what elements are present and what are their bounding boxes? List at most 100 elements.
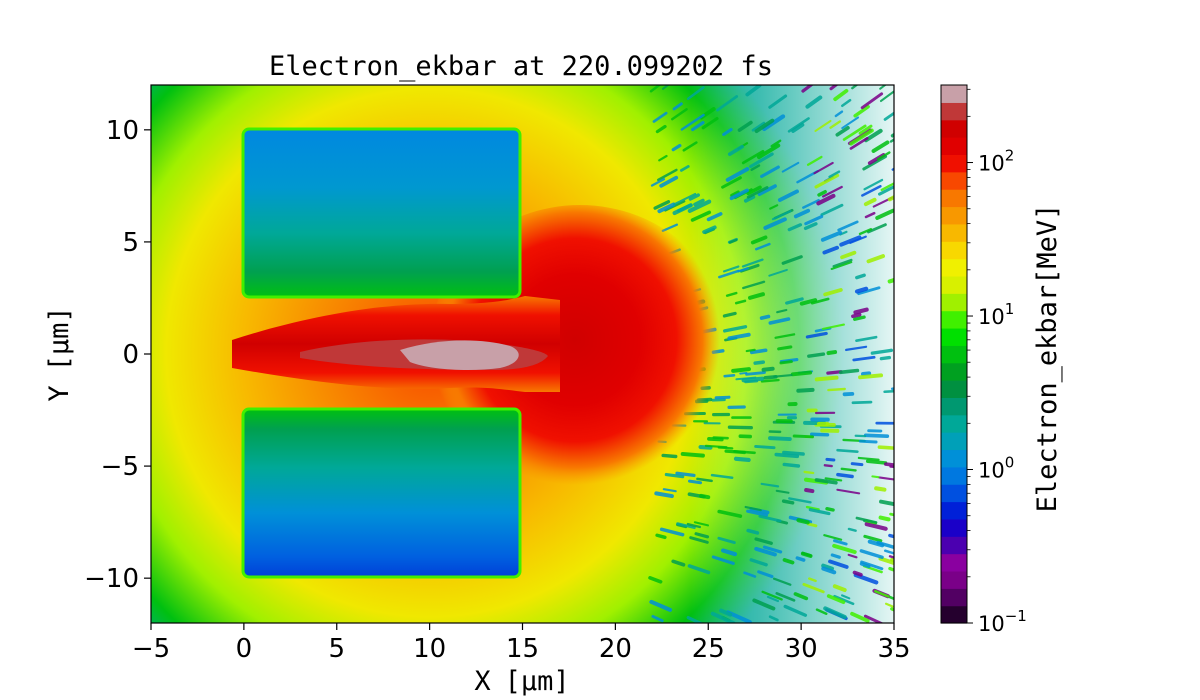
y-tick-label: 0 (122, 340, 139, 370)
streak (830, 261, 853, 271)
streak (753, 360, 766, 365)
streak (850, 462, 864, 467)
colorbar-level (941, 605, 967, 624)
streak (717, 509, 743, 518)
streak (790, 370, 813, 377)
upper-target-region (241, 127, 522, 299)
streak (840, 250, 857, 260)
colorbar-level (941, 102, 967, 121)
streak (793, 208, 811, 219)
streak (763, 217, 787, 230)
colorbar-level (941, 154, 967, 173)
streak (893, 340, 894, 343)
streak (883, 389, 894, 394)
streak (853, 307, 869, 315)
streak (735, 376, 757, 381)
streak (746, 528, 760, 535)
streak (737, 120, 753, 132)
streak (825, 457, 836, 462)
streak (661, 85, 670, 90)
streak (817, 189, 827, 197)
channel-hotspot (400, 340, 519, 370)
streak (686, 522, 702, 529)
x-tick-label: 30 (785, 634, 818, 664)
streak (693, 521, 710, 527)
streak (649, 85, 662, 93)
streak (837, 220, 859, 232)
streak (768, 317, 791, 325)
streak (707, 437, 724, 442)
streak (799, 298, 818, 306)
streak (851, 312, 862, 319)
streak (842, 124, 867, 141)
colorbar-tick-label: 101 (978, 300, 1014, 329)
streak (826, 594, 846, 605)
streak (779, 360, 793, 365)
streak (712, 436, 729, 440)
streak (860, 560, 884, 571)
streak (768, 268, 788, 277)
y-axis-label-name: Y (44, 385, 75, 401)
streak (742, 280, 766, 290)
streak (852, 315, 866, 321)
lower-target-region (241, 407, 522, 579)
streak (815, 608, 828, 615)
streak (650, 178, 666, 187)
streak (862, 155, 888, 171)
x-tick-label: 10 (413, 634, 446, 664)
streak (737, 267, 749, 273)
streak (719, 608, 733, 617)
colorbar-level (941, 137, 967, 156)
colorbar-tick-exponent: 0 (1005, 454, 1015, 472)
streak (853, 104, 870, 118)
streak (750, 235, 768, 245)
streak (810, 432, 830, 437)
x-tick-label: 0 (236, 634, 253, 664)
streak (808, 508, 831, 516)
streak (711, 555, 735, 565)
streak (832, 258, 853, 268)
colorbar-level (941, 223, 967, 242)
streak (733, 456, 751, 463)
streak (731, 367, 751, 373)
streak (845, 345, 868, 352)
streak (887, 195, 894, 202)
streak (680, 451, 705, 458)
streak (748, 292, 765, 300)
streak (675, 471, 696, 478)
streak (879, 355, 892, 361)
x-tick-label: 5 (328, 634, 345, 664)
streak (853, 572, 879, 585)
streak (762, 114, 786, 132)
streak (706, 212, 723, 222)
streak (813, 161, 834, 175)
streak (696, 477, 713, 483)
streak (888, 555, 894, 559)
streak (836, 448, 859, 453)
streak (814, 119, 832, 132)
streak (830, 553, 841, 559)
colorbar-level (941, 258, 967, 277)
streak (884, 602, 894, 608)
streak (648, 576, 663, 584)
colorbar-tick-label: 10−1 (978, 607, 1027, 636)
streak (833, 594, 855, 606)
streak (653, 200, 671, 210)
streak (851, 85, 859, 90)
streak (746, 185, 762, 196)
streak (836, 488, 861, 495)
streak (761, 366, 775, 372)
x-tick-label: 15 (506, 634, 539, 664)
streak (791, 123, 805, 133)
streak (857, 456, 880, 461)
streak (861, 185, 882, 197)
streak (664, 472, 685, 479)
streak (743, 195, 756, 203)
colorbar-level (941, 588, 967, 607)
streak (864, 211, 876, 219)
streak (804, 488, 815, 494)
streak (863, 614, 884, 623)
streak (871, 475, 880, 479)
colorbar-tick-base: 10 (978, 459, 1005, 483)
streak (691, 121, 705, 132)
